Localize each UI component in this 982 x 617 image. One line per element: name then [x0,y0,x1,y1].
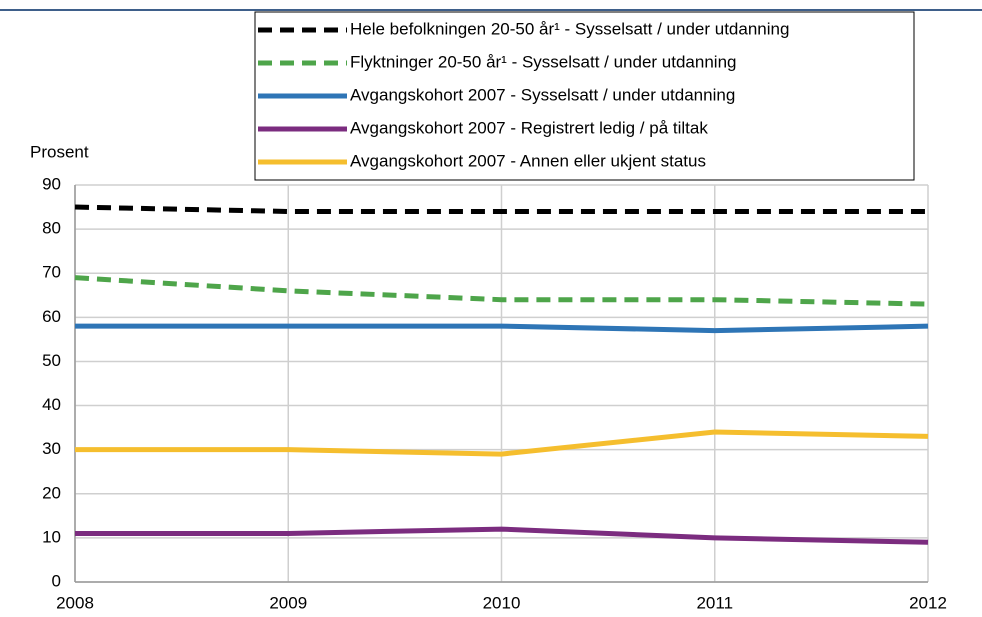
y-tick-label: 90 [42,174,61,193]
series-line [74,275,929,307]
legend-label: Avgangskohort 2007 - Sysselsatt / under … [350,85,735,104]
x-tick-label: 2012 [909,593,947,612]
legend-box [254,11,915,181]
series-line [75,526,929,545]
y-tick-label: 20 [42,483,61,502]
legend-label: Avgangskohort 2007 - Registrert ledig / … [350,118,708,137]
legend-label: Hele befolkningen 20-50 år¹ - Sysselsatt… [350,19,789,38]
legend-label: Flyktninger 20-50 år¹ - Sysselsatt / und… [350,52,736,71]
y-tick-label: 80 [42,219,61,238]
x-tick-label: 2008 [56,593,94,612]
legend-label: Avgangskohort 2007 - Annen eller ukjent … [350,151,706,170]
y-tick-label: 40 [42,395,61,414]
x-tick-label: 2009 [269,593,307,612]
series-line [74,204,928,214]
y-tick-label: 0 [52,571,61,590]
y-tick-label: 10 [42,527,61,546]
y-tick-label: 30 [42,439,61,458]
x-tick-label: 2010 [483,593,521,612]
x-tick-label: 2011 [696,593,733,612]
y-axis-label: Prosent [30,142,89,161]
series-line [75,323,929,334]
y-tick-label: 50 [42,351,61,370]
y-tick-label: 70 [42,263,61,282]
series-line [75,429,929,457]
y-tick-label: 60 [42,307,61,326]
